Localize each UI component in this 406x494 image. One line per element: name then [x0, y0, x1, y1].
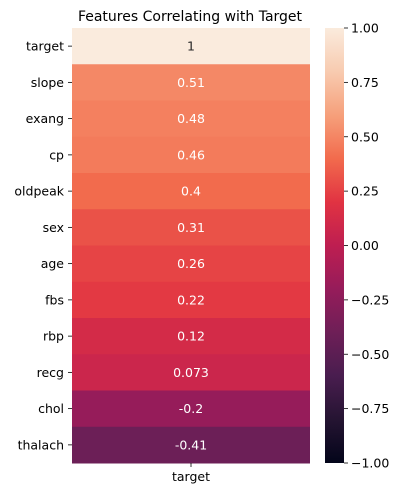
y-tick-label-rbp: rbp: [43, 329, 64, 344]
heatmap-cells: [72, 28, 310, 464]
heatmap-cell-target: [72, 28, 310, 65]
y-tick-label-oldpeak: oldpeak: [14, 184, 64, 199]
colorbar-tick-label: −1.00: [351, 456, 389, 471]
x-tick-label-target: target: [172, 469, 210, 484]
heatmap-cell-cp: [72, 136, 310, 174]
colorbar-tick-label: −0.75: [351, 401, 389, 416]
heatmap-cell-slope: [72, 64, 310, 101]
cell-value-target: 1: [187, 39, 195, 54]
cell-value-fbs: 0.22: [177, 292, 205, 307]
y-tick-label-fbs: fbs: [45, 292, 64, 307]
cell-value-thalach: -0.41: [175, 437, 207, 452]
colorbar-ticks: 1.00 0.75 0.50 0.25 0.00 −0.25 −0.50 −0.75 −1.00: [344, 21, 389, 471]
chart-title: Features Correlating with Target: [78, 9, 303, 25]
heatmap-cell-sex: [72, 209, 310, 246]
heatmap-cell-exang: [72, 100, 310, 138]
y-tick-label-target: target: [26, 39, 64, 54]
y-tick-label-exang: exang: [26, 111, 64, 126]
y-tick-labels: target slope exang cp oldpeak sex age fbs rbp rec…: [14, 39, 72, 452]
cell-value-chol: -0.2: [179, 401, 203, 416]
y-tick-label-recg: recg: [37, 365, 64, 380]
colorbar-tick-label: 1.00: [351, 21, 379, 36]
y-tick-label-age: age: [41, 256, 65, 271]
colorbar-tick-label: 0.75: [351, 75, 379, 90]
cell-value-sex: 0.31: [177, 220, 205, 235]
y-tick-label-chol: chol: [38, 401, 64, 416]
colorbar: [325, 28, 344, 463]
heatmap-cell-recg: [72, 354, 310, 391]
heatmap-cell-age: [72, 245, 310, 283]
colorbar-tick-label: 0.25: [351, 184, 379, 199]
y-tick-label-sex: sex: [43, 220, 64, 235]
heatmap-cell-chol: [72, 390, 310, 428]
cell-annotations: 1 0.51 0.48 0.46 0.4 0.31 0.26 0.22 0.12 0.073 -0.…: [173, 39, 209, 453]
cell-value-cp: 0.46: [177, 147, 205, 162]
y-tick-label-thalach: thalach: [18, 437, 64, 452]
cell-value-age: 0.26: [177, 256, 205, 271]
colorbar-tick-label: −0.25: [351, 292, 389, 307]
cell-value-recg: 0.073: [173, 365, 209, 380]
y-tick-label-cp: cp: [49, 147, 64, 162]
cell-value-slope: 0.51: [177, 75, 205, 90]
cell-value-oldpeak: 0.4: [181, 184, 201, 199]
heatmap-cell-oldpeak: [72, 173, 310, 210]
heatmap-cell-thalach: [72, 426, 310, 464]
heatmap-cell-rbp: [72, 318, 310, 355]
heatmap-cell-fbs: [72, 281, 310, 319]
colorbar-tick-label: −0.50: [351, 347, 389, 362]
colorbar-tick-label: 0.50: [351, 129, 379, 144]
colorbar-tick-label: 0.00: [351, 238, 379, 253]
cell-value-exang: 0.48: [177, 111, 205, 126]
x-tick-labels: target: [172, 463, 210, 484]
y-tick-label-slope: slope: [31, 75, 65, 90]
cell-value-rbp: 0.12: [177, 329, 205, 344]
